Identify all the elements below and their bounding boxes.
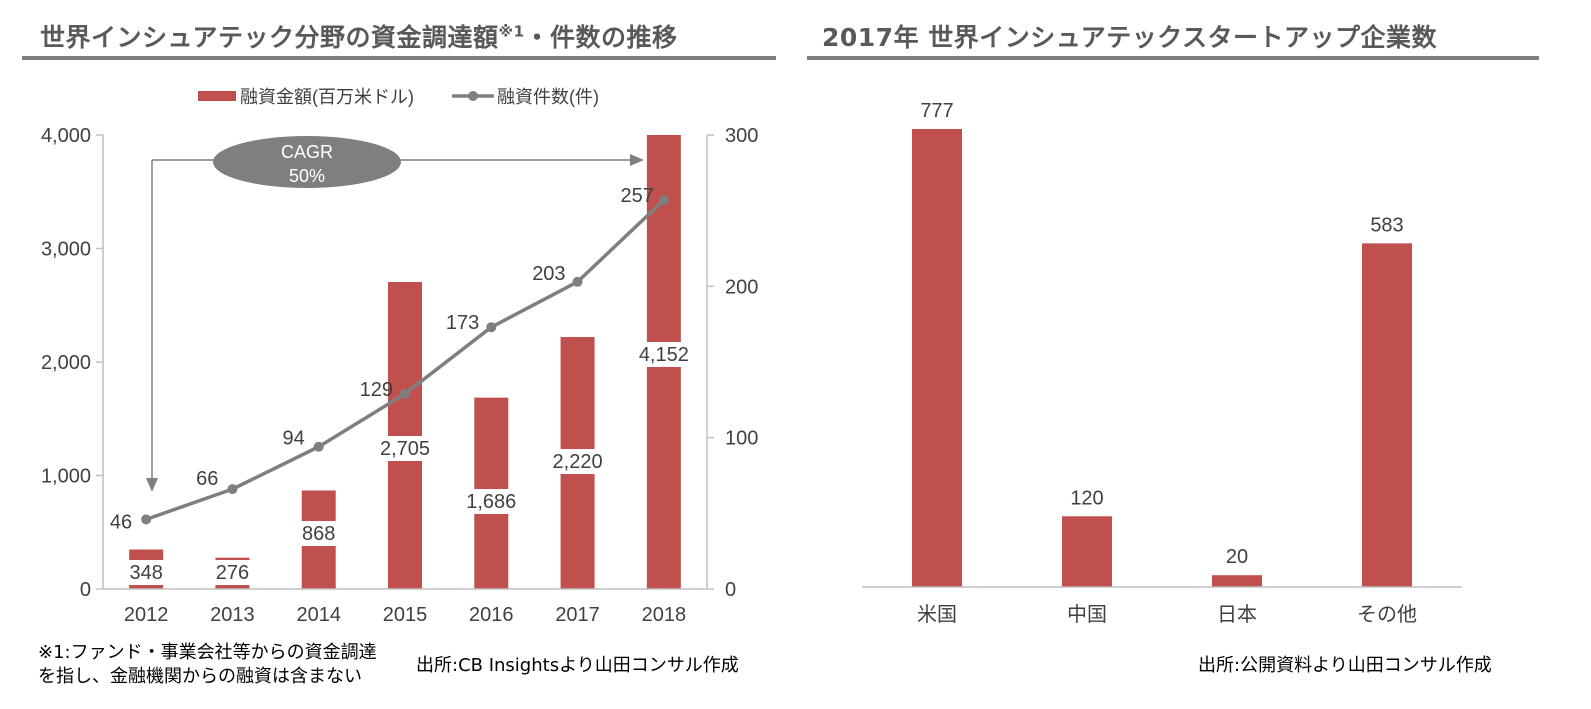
- legend-line-marker: [468, 91, 478, 101]
- y-left-tick-label: 2,000: [41, 352, 91, 374]
- legend-line-label: 融資件数(件): [497, 87, 599, 107]
- bar-label-bg: [124, 560, 168, 585]
- count-point-2012: [141, 514, 152, 525]
- line-value-label-2018: 257: [620, 185, 653, 207]
- bar-2015: [388, 281, 422, 589]
- x-tick-label-2016: 2016: [469, 604, 514, 626]
- x-tick-label-2015: 2015: [383, 604, 428, 626]
- bar-value-label-その他: 583: [1370, 214, 1403, 236]
- count-point-2015: [400, 388, 410, 399]
- bar-series: [912, 129, 1412, 587]
- x-tick-label-2014: 2014: [296, 604, 341, 626]
- startup-count-chart: 米国 中国 日本 その他 777 120 20 583: [862, 100, 1462, 626]
- bar-value-label-日本: 20: [1226, 546, 1248, 568]
- line-value-label-2014: 94: [282, 428, 304, 450]
- line-value-label-2013: 66: [196, 468, 218, 490]
- cagr-annotation: CAGR 50%: [146, 136, 644, 492]
- cagr-label-line-2: 50%: [289, 166, 325, 186]
- bar-value-label-米国: 777: [920, 100, 953, 122]
- legend-bar-label: 融資金額(百万米ドル): [240, 87, 414, 107]
- x-tick-label-2012: 2012: [124, 604, 169, 626]
- data-labels: 777 120 20 583: [920, 100, 1403, 568]
- footnote-line-2: を指し、金融機関からの融資は含まない: [38, 666, 362, 687]
- bar-米国: [912, 129, 962, 587]
- right-title-rule: [807, 56, 1539, 60]
- y-left-tick-label: 4,000: [41, 125, 91, 147]
- x-tick-label-米国: 米国: [917, 603, 957, 626]
- bar-その他: [1362, 243, 1412, 587]
- bar-value-label-中国: 120: [1070, 487, 1103, 509]
- bar-label-bg: [372, 436, 438, 461]
- x-tick-label-2017: 2017: [555, 604, 600, 626]
- line-value-label-2012: 46: [110, 511, 132, 533]
- y-right-tick-label: 100: [725, 428, 758, 450]
- bar-value-label-2014: 868: [302, 523, 335, 545]
- count-point-2018: [658, 195, 669, 206]
- x-tick-label-その他: その他: [1357, 603, 1417, 626]
- data-labels: 348 276 868 2,705 1,686 2,220 4,152 46 66 94 129 17…: [110, 185, 697, 585]
- cagr-label-line-1: CAGR: [281, 142, 333, 162]
- line-value-label-2017: 203: [532, 263, 565, 285]
- bar-label-bg: [631, 342, 697, 367]
- legend-bar-swatch: [198, 91, 236, 101]
- left-chart-title-suffix: ・件数の推移: [524, 23, 678, 52]
- cagr-ellipse: [213, 136, 401, 188]
- bar-label-bg: [211, 560, 254, 585]
- left-chart-title-main: 世界インシュアテック分野の資金調達額: [40, 23, 499, 52]
- line-value-label-2015: 129: [360, 379, 393, 401]
- bar-value-label-2018: 4,152: [639, 344, 689, 366]
- axes: 米国 中国 日本 その他: [862, 586, 1462, 626]
- left-source-note: 出所:CB Insightsより山田コンサル作成: [416, 655, 739, 676]
- left-chart-title-footnote-mark: ※1: [498, 22, 525, 41]
- line-series: [141, 195, 669, 525]
- footnote: ※1:ファンド・事業会社等からの資金調達 を指し、金融機関からの融資は含まない: [38, 641, 377, 689]
- bar-label-bg: [458, 489, 525, 514]
- x-tick-label-2013: 2013: [210, 604, 255, 626]
- bar-value-label-2016: 1,686: [466, 491, 516, 513]
- right-chart-title: 2017年 世界インシュアテックスタートアップ企業数: [822, 23, 1438, 52]
- bar-中国: [1062, 516, 1112, 587]
- cagr-arrowhead-right: [630, 154, 644, 166]
- x-tick-label-中国: 中国: [1067, 603, 1107, 626]
- count-point-2017: [572, 276, 583, 287]
- axes: 0 1,000 2,000 3,000 4,000 0 100 200 300 2012 2013 2…: [41, 125, 758, 626]
- bar-value-label-2017: 2,220: [553, 451, 603, 473]
- y-left-tick-label: 0: [80, 579, 91, 601]
- funding-combo-chart: 融資金額(百万米ドル) 融資件数(件) 0 1,000 2,000 3,000 4,000…: [41, 87, 758, 626]
- footnote-line-1: ※1:ファンド・事業会社等からの資金調達: [38, 642, 377, 663]
- y-left-tick-label: 3,000: [41, 239, 91, 261]
- count-point-2013: [227, 484, 238, 495]
- line-value-label-2016: 173: [446, 312, 479, 334]
- bar-value-label-2012: 348: [129, 562, 162, 584]
- cagr-arrowhead-down: [146, 478, 158, 492]
- y-right-tick-label: 200: [725, 276, 758, 298]
- left-title-rule: [22, 56, 776, 60]
- bar-日本: [1212, 575, 1262, 587]
- x-tick-label-2018: 2018: [642, 604, 687, 626]
- y-left-tick-label: 1,000: [41, 466, 91, 488]
- y-right-tick-label: 300: [725, 125, 758, 147]
- bar-label-bg: [544, 449, 611, 474]
- legend: 融資金額(百万米ドル) 融資件数(件): [198, 87, 599, 107]
- x-tick-label-日本: 日本: [1217, 603, 1257, 626]
- count-point-2014: [313, 441, 324, 452]
- right-source-note: 出所:公開資料より山田コンサル作成: [1198, 655, 1492, 676]
- bar-label-bg: [297, 521, 340, 546]
- count-point-2016: [486, 322, 497, 333]
- bar-value-label-2013: 276: [216, 562, 249, 584]
- left-chart-title: 世界インシュアテック分野の資金調達額※1・件数の推移: [40, 18, 678, 54]
- y-right-tick-label: 0: [725, 579, 736, 601]
- bar-value-label-2015: 2,705: [380, 438, 430, 460]
